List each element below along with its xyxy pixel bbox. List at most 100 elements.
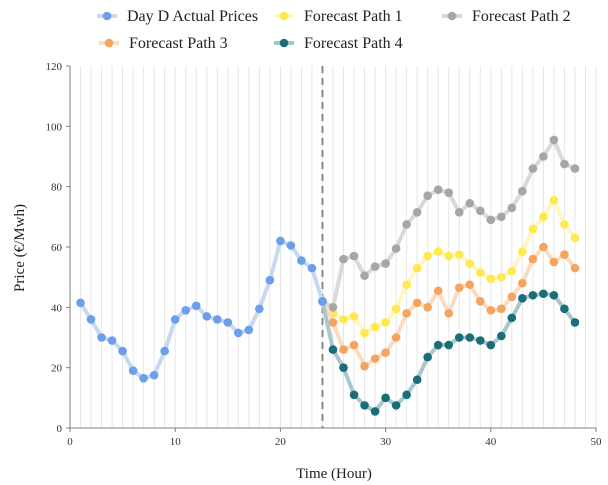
data-point — [265, 275, 275, 285]
data-point — [255, 304, 264, 314]
data-point — [454, 250, 464, 259]
series-2 — [318, 195, 580, 338]
data-point — [381, 393, 390, 403]
data-point — [528, 254, 538, 264]
data-point — [507, 266, 517, 276]
data-point — [360, 361, 369, 371]
data-point — [444, 309, 454, 318]
data-point — [223, 318, 233, 327]
data-point — [160, 346, 169, 356]
data-point — [107, 336, 117, 345]
data-point — [212, 315, 222, 324]
data-point — [549, 290, 559, 300]
data-point — [86, 315, 96, 324]
data-point — [391, 401, 401, 410]
data-point — [118, 346, 127, 356]
data-point — [276, 236, 285, 246]
data-point — [465, 280, 475, 290]
data-point — [486, 306, 496, 315]
data-point — [202, 312, 212, 321]
y-tick-label: 120 — [46, 61, 63, 73]
data-point — [433, 185, 443, 194]
data-point — [381, 348, 390, 357]
data-point — [549, 135, 559, 145]
data-point — [465, 333, 475, 342]
data-point — [76, 298, 85, 308]
data-point — [454, 283, 464, 293]
data-point — [507, 203, 517, 213]
x-tick-label: 20 — [275, 436, 287, 448]
data-point — [412, 375, 422, 385]
x-tick-label: 0 — [67, 436, 73, 448]
data-point — [570, 164, 580, 173]
legend-label: Day D Actual Prices — [127, 8, 258, 25]
data-point — [454, 333, 464, 342]
data-point — [370, 407, 380, 416]
data-point — [475, 206, 485, 216]
data-point — [381, 259, 390, 268]
y-tick-label: 80 — [51, 182, 63, 194]
data-point — [139, 373, 148, 383]
y-tick-label: 100 — [46, 121, 63, 133]
data-point — [465, 259, 475, 268]
data-point — [181, 306, 191, 315]
data-point — [475, 336, 485, 345]
series-1 — [76, 236, 327, 383]
data-point — [349, 340, 359, 350]
data-point — [518, 247, 527, 256]
y-axis-title: Price (€/Mwh) — [12, 204, 28, 292]
data-point — [433, 340, 443, 350]
series-5 — [318, 289, 580, 416]
x-tick-label: 50 — [591, 436, 603, 448]
x-tick-label: 10 — [170, 436, 182, 448]
data-point — [497, 304, 506, 314]
data-point — [444, 251, 454, 261]
x-tick-label: 40 — [485, 436, 497, 448]
data-point — [339, 345, 348, 354]
legend-swatch-marker — [279, 38, 289, 48]
legend-label: Forecast Path 4 — [304, 35, 403, 52]
data-point — [370, 322, 380, 332]
data-point — [286, 241, 296, 250]
legend-item: Forecast Path 3 — [99, 35, 228, 52]
data-point — [402, 220, 411, 229]
y-tick-label: 20 — [51, 363, 63, 375]
legend-item: Forecast Path 2 — [442, 8, 571, 25]
data-point — [128, 366, 138, 375]
legend-item: Forecast Path 1 — [274, 8, 403, 25]
data-point — [360, 401, 369, 410]
series-layer — [76, 135, 580, 416]
data-point — [191, 301, 201, 311]
legend-label: Forecast Path 3 — [129, 35, 228, 52]
data-point — [518, 186, 527, 196]
data-point — [360, 328, 369, 338]
series-4 — [318, 242, 580, 371]
data-point — [402, 390, 411, 400]
data-point — [433, 286, 443, 296]
data-point — [339, 315, 348, 324]
data-point — [454, 208, 464, 217]
series-3 — [318, 135, 580, 312]
data-point — [318, 297, 327, 306]
data-point — [149, 370, 159, 380]
data-point — [528, 164, 538, 173]
data-point — [497, 331, 506, 341]
data-point — [412, 298, 422, 308]
data-point — [328, 318, 338, 327]
data-point — [328, 303, 338, 312]
data-point — [528, 290, 538, 300]
data-point — [539, 152, 548, 161]
data-point — [570, 233, 580, 243]
data-point — [391, 333, 401, 342]
y-axis-ticks: 0 20 40 60 80 100 120 — [46, 61, 70, 435]
x-axis-title: Time (Hour) — [296, 466, 372, 482]
data-point — [391, 244, 401, 253]
data-point — [444, 188, 454, 197]
y-tick-label: 0 — [57, 423, 63, 435]
data-point — [518, 293, 527, 303]
data-point — [539, 212, 548, 222]
legend-swatch-marker — [102, 11, 112, 21]
data-point — [412, 208, 422, 217]
legend-swatch-marker — [104, 38, 114, 48]
